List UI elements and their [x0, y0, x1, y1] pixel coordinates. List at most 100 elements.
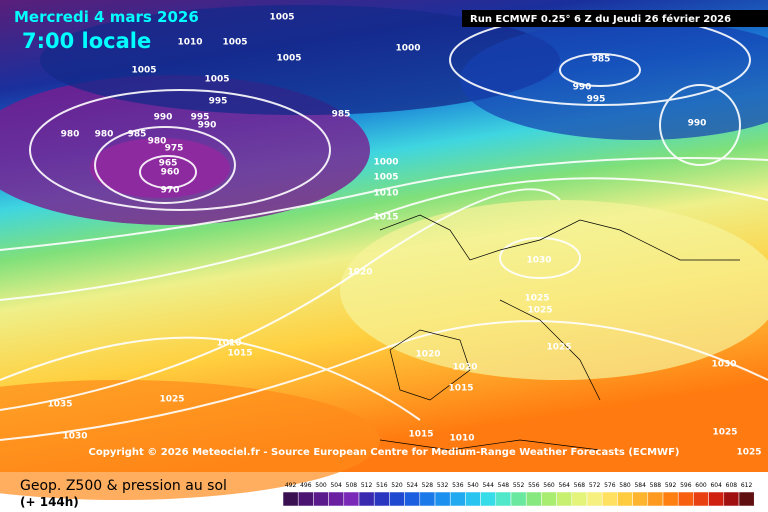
- trough-east: [460, 20, 768, 140]
- scale-swatch: [586, 491, 603, 507]
- isobar-label: 985: [128, 130, 147, 140]
- isobar-label: 995: [587, 95, 606, 105]
- isobar-label: 990: [688, 119, 707, 129]
- scale-swatch: [541, 491, 557, 507]
- scale-label: 516: [376, 482, 388, 489]
- isobars: [0, 14, 768, 441]
- scale-label: 492: [285, 482, 297, 489]
- scale-swatch: [571, 491, 588, 507]
- scale-label: 564: [558, 482, 570, 489]
- scale-swatch: [434, 491, 451, 507]
- scale-label: 608: [726, 482, 738, 489]
- isobar-label: 1015: [448, 384, 473, 394]
- scale-swatch: [297, 491, 314, 507]
- scale-swatch: [373, 491, 390, 507]
- scale-label: 520: [391, 482, 403, 489]
- scale-swatch: [480, 491, 497, 507]
- scale-label: 544: [482, 482, 494, 489]
- local-time: 7:00 locale: [22, 29, 151, 53]
- scale-label: 612: [741, 482, 753, 489]
- scale-label: 592: [665, 482, 677, 489]
- run-box: [462, 10, 768, 27]
- scale-swatch: [617, 491, 633, 507]
- scale-label: 580: [619, 482, 631, 489]
- isobar-label: 975: [165, 144, 184, 154]
- scale-swatch: [389, 491, 405, 507]
- isobar-label: 1025: [527, 306, 552, 316]
- isobar-label: 1015: [373, 213, 398, 223]
- scale-label: 584: [634, 482, 646, 489]
- isobar-label: 1005: [276, 54, 301, 64]
- scale-label: 496: [300, 482, 312, 489]
- isobar-label: 980: [61, 130, 80, 140]
- isobar-label: 1015: [227, 349, 252, 359]
- isobar-label: 1030: [526, 256, 551, 266]
- scale-label: 596: [680, 482, 692, 489]
- scale-label: 504: [330, 482, 342, 489]
- isobar-label: 1010: [373, 189, 398, 199]
- isobar-label: 1015: [408, 430, 433, 440]
- scale-swatch: [556, 491, 573, 507]
- scale-swatch: [708, 491, 725, 507]
- scale-swatch: [601, 491, 618, 507]
- isobar-label: 1005: [373, 173, 398, 183]
- copyright: Copyright © 2026 Meteociel.fr - Source E…: [89, 447, 680, 458]
- scale-swatch: [510, 491, 527, 507]
- scale-swatch: [677, 491, 694, 507]
- scale-label: 556: [528, 482, 540, 489]
- isobar-label: 1010: [216, 339, 241, 349]
- isobar-label: 980: [148, 137, 167, 147]
- scale-label: 552: [513, 482, 525, 489]
- ridge: [340, 200, 768, 380]
- scale-swatch: [662, 491, 679, 507]
- isobar-label: 1030: [711, 360, 736, 370]
- isobar-label: 1005: [269, 13, 294, 23]
- scale-label: 568: [574, 482, 586, 489]
- low-center: [90, 138, 230, 198]
- lead-time: (+ 144h): [20, 495, 79, 509]
- isobar-label: 1000: [373, 158, 398, 168]
- isobar-label: 980: [95, 130, 114, 140]
- coastlines: [379, 214, 740, 451]
- scale-swatch: [632, 491, 649, 507]
- scale-label: 588: [650, 482, 662, 489]
- scale-label: 512: [361, 482, 373, 489]
- scale-label: 576: [604, 482, 616, 489]
- isobar-label: 995: [209, 97, 228, 107]
- scale-swatch: [495, 491, 512, 507]
- scale-label: 600: [695, 482, 707, 489]
- scale-swatch: [693, 491, 709, 507]
- scale-label: 532: [437, 482, 449, 489]
- scale-swatch: [313, 491, 329, 507]
- isobar-label: 990: [573, 83, 592, 93]
- isobar-label: 1005: [131, 66, 156, 76]
- isobar-label: 1025: [736, 448, 761, 458]
- scale-swatch: [358, 491, 375, 507]
- isobar-label: 965: [159, 159, 178, 169]
- scale-swatch: [525, 491, 542, 507]
- scale-swatch: [738, 491, 755, 507]
- scale-label: 560: [543, 482, 555, 489]
- isobar-label: 970: [161, 186, 180, 196]
- trough-north: [40, 5, 560, 115]
- isobar-label: 960: [161, 168, 180, 178]
- isobar-label: 1000: [395, 44, 420, 54]
- scale-label: 508: [346, 482, 358, 489]
- scale-swatch: [404, 491, 421, 507]
- isobar-label: 1025: [546, 343, 571, 353]
- isobar-label: 1025: [524, 294, 549, 304]
- scale-label: 524: [406, 482, 418, 489]
- valid-date: Mercredi 4 mars 2026: [14, 8, 199, 26]
- isobar-label: 985: [332, 110, 351, 120]
- warm-south: [0, 380, 380, 500]
- isobar-label: 990: [198, 121, 217, 131]
- run-info: Run ECMWF 0.25° 6 Z du Jeudi 26 février …: [470, 13, 731, 25]
- isobar-label: 995: [191, 113, 210, 123]
- scale-label: 528: [422, 482, 434, 489]
- isobar-label: 1030: [62, 432, 87, 442]
- isobar-label: 1025: [712, 428, 737, 438]
- isobar-label: 1010: [177, 38, 202, 48]
- scale-swatch: [647, 491, 664, 507]
- scale-label: 548: [498, 482, 510, 489]
